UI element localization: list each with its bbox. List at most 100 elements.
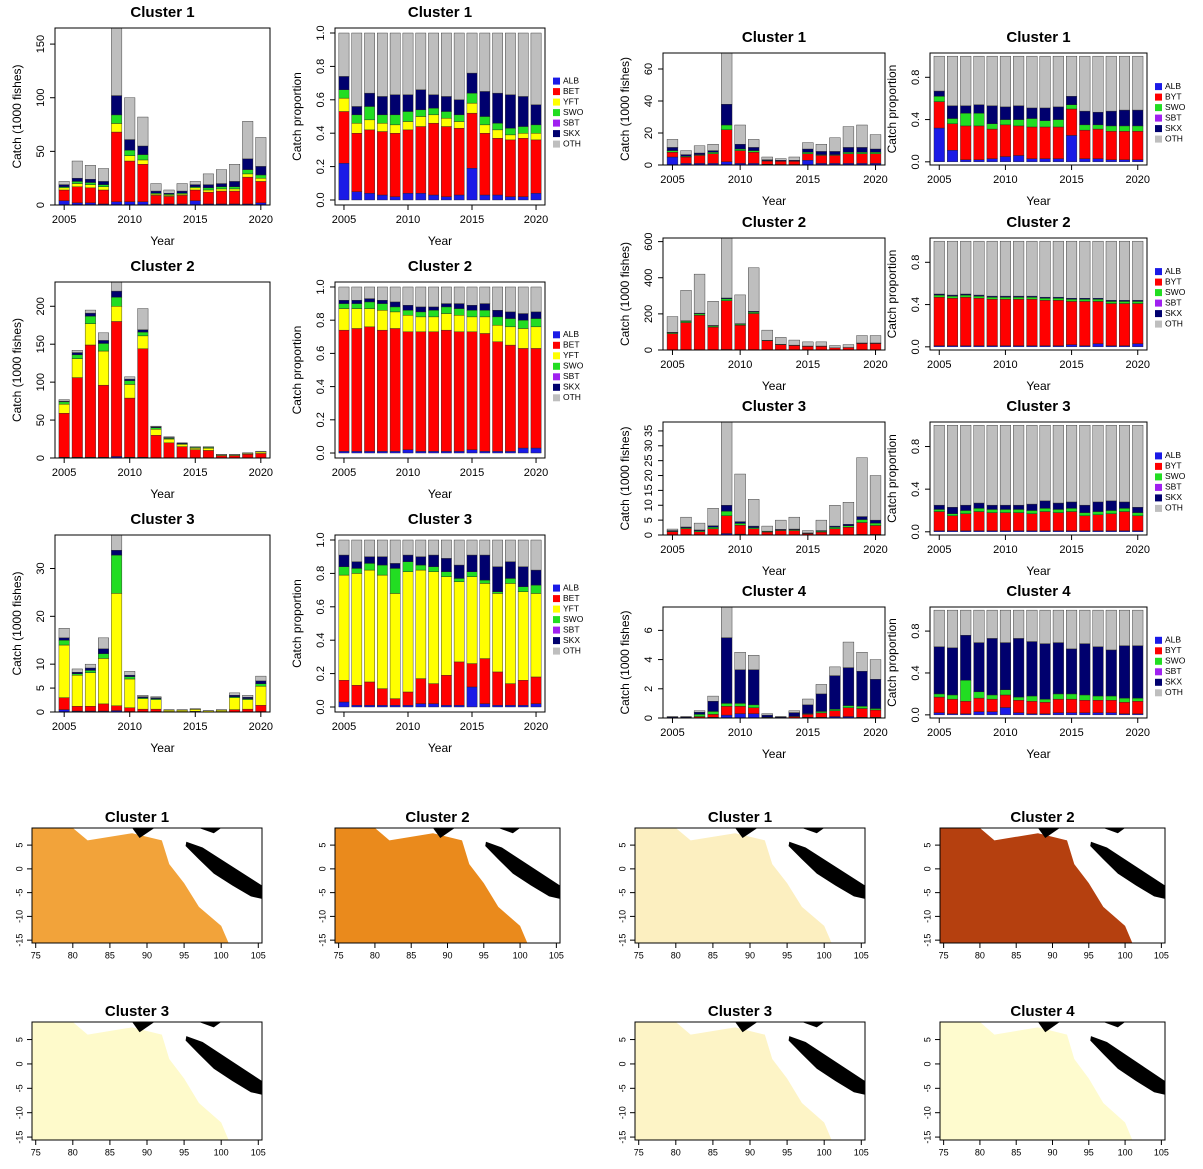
bar-segment xyxy=(216,186,227,190)
bar-segment xyxy=(947,424,958,508)
bar-segment xyxy=(933,127,945,163)
legend-swatch xyxy=(553,605,560,613)
legend-swatch xyxy=(1155,114,1162,122)
bar-segment xyxy=(492,451,503,454)
plot-frame xyxy=(662,606,886,719)
bar-segment xyxy=(84,182,96,185)
legend-swatch xyxy=(553,352,560,360)
bar-segment xyxy=(869,475,882,521)
y-tick-label: -10 xyxy=(14,910,24,923)
bar-segment xyxy=(947,609,958,649)
bar-segment xyxy=(58,413,70,458)
bar-segment xyxy=(999,689,1011,696)
y-tick-label: 0.2 xyxy=(315,412,327,427)
bar-segment xyxy=(933,240,945,295)
bar-segment xyxy=(137,335,149,349)
legend-label: SWO xyxy=(1165,102,1186,112)
bar-segment xyxy=(666,333,679,350)
bar-segment xyxy=(748,707,760,714)
landmass xyxy=(1037,1022,1060,1033)
bar-segment xyxy=(973,711,985,716)
legend-label: ALB xyxy=(563,329,579,339)
bar-segment xyxy=(1079,609,1091,644)
bar-segment xyxy=(933,609,945,647)
x-tick-label: 100 xyxy=(513,950,528,960)
bar-segment xyxy=(680,150,692,155)
bar-segment xyxy=(71,354,83,359)
bar-segment xyxy=(98,168,109,182)
legend-label: OTH xyxy=(563,645,581,655)
x-tick-label: 85 xyxy=(105,950,115,960)
bar-segment xyxy=(869,525,882,535)
legend-label: BET xyxy=(563,86,580,96)
bar-segment xyxy=(242,452,254,454)
bar-segment xyxy=(338,300,350,304)
bar-segment xyxy=(1132,240,1144,301)
bar-segment xyxy=(351,114,363,124)
bar-segment xyxy=(842,524,855,526)
x-tick-label: 105 xyxy=(854,1147,869,1157)
y-tick-label: 50 xyxy=(35,414,47,426)
bar-segment xyxy=(364,32,375,94)
bar-segment xyxy=(856,516,868,520)
bar-segment xyxy=(505,561,516,579)
bar-segment xyxy=(1026,641,1038,697)
bar-segment xyxy=(58,401,70,405)
bar-segment xyxy=(338,89,350,99)
bar-segment xyxy=(402,121,414,131)
bar-segment xyxy=(137,154,149,161)
y-tick-label: 4 xyxy=(643,657,655,663)
bar-segment xyxy=(441,196,452,201)
bar-segment xyxy=(137,698,149,710)
x-tick-label: 95 xyxy=(782,1147,792,1157)
x-axis-title: Year xyxy=(1026,379,1050,393)
bar-segment xyxy=(1079,512,1091,517)
x-axis-title: Year xyxy=(1026,747,1050,761)
bar-segment xyxy=(517,196,529,201)
bar-segment xyxy=(973,609,985,643)
bar-segment xyxy=(999,512,1011,531)
bar-segment xyxy=(453,564,465,579)
bar-segment xyxy=(1066,609,1078,650)
bar-segment xyxy=(453,114,465,122)
bar-segment xyxy=(1052,298,1064,301)
map-field xyxy=(32,828,229,943)
bar-segment xyxy=(1013,55,1025,107)
bar-segment xyxy=(389,94,401,116)
y-tick-label: 25 xyxy=(643,455,655,467)
bar-segment xyxy=(111,550,123,556)
bar-segment xyxy=(1039,500,1051,509)
y-tick-label: -5 xyxy=(617,1084,627,1092)
legend-swatch xyxy=(1155,657,1162,665)
bar-segment xyxy=(137,159,149,165)
landmass xyxy=(801,828,825,834)
legend-swatch xyxy=(1155,647,1162,655)
bar-segment xyxy=(479,579,491,584)
bar-segment xyxy=(947,298,958,346)
bars xyxy=(58,282,267,458)
bar-segment xyxy=(1119,511,1130,531)
bar-segment xyxy=(517,586,529,592)
bar-segment xyxy=(441,576,452,676)
bar-segment xyxy=(479,91,491,117)
bar-segment xyxy=(377,114,388,124)
plot-frame xyxy=(929,421,1148,536)
bar-segment xyxy=(748,654,760,671)
landmass xyxy=(801,1022,825,1028)
bar-segment xyxy=(1013,299,1025,346)
legend-swatch xyxy=(553,331,560,339)
y-tick-label: 0 xyxy=(922,866,932,871)
bar-segment xyxy=(1052,424,1064,504)
bar-segment xyxy=(428,539,439,556)
bar-segment xyxy=(176,183,188,192)
x-tick-label: 2010 xyxy=(396,467,420,479)
legend-swatch xyxy=(553,373,560,381)
bar-segment xyxy=(775,337,787,345)
y-tick-label: -5 xyxy=(617,889,627,897)
bar-segment xyxy=(415,126,427,194)
x-tick-label: 2010 xyxy=(117,467,141,479)
bar-segment xyxy=(530,139,542,194)
bar-segment xyxy=(517,319,529,329)
bar-segment xyxy=(1132,130,1144,160)
bar-segment xyxy=(666,528,679,531)
